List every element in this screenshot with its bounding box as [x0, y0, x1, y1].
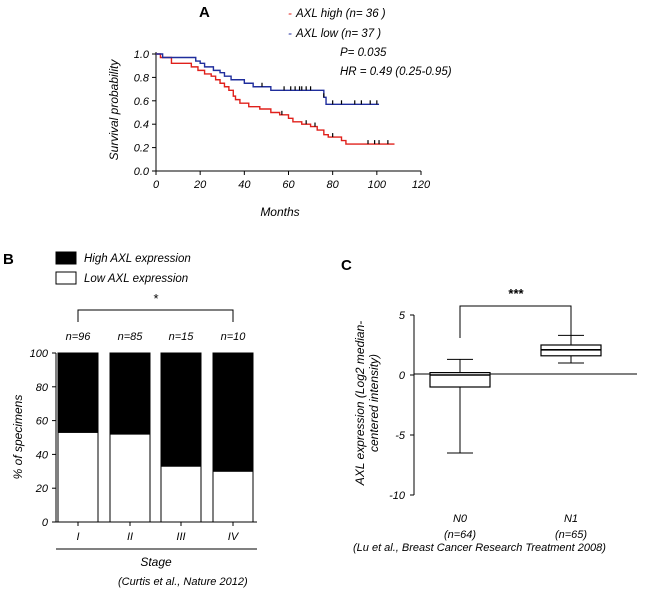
km-curve-low: [156, 53, 380, 106]
km-y-tick-label: 0.4: [134, 119, 149, 131]
legend-label-high-expression: High AXL expression: [84, 253, 191, 265]
box-category-label: N1: [564, 513, 578, 525]
panel-b-label: B: [3, 251, 14, 268]
citation-lu: (Lu et al., Breast Cancer Research Treat…: [353, 542, 606, 554]
km-y-tick-label: 0.8: [134, 72, 150, 84]
legend-label-low: AXL low (n= 37 ): [295, 28, 381, 40]
panel-a-label: A: [199, 4, 210, 21]
hazard-ratio: HR = 0.49 (0.25-0.95): [340, 66, 452, 78]
panel-c-label: C: [341, 257, 352, 274]
km-curves: [156, 53, 395, 145]
km-y-tick-label: 0.0: [134, 166, 150, 178]
bar-low-II: [109, 433, 151, 523]
km-x-tick-label: 0: [153, 179, 160, 191]
citation-curtis: (Curtis et al., Nature 2012): [118, 576, 248, 588]
km-y-tick-label: 0.2: [134, 143, 149, 155]
box-category-note: (n=64): [444, 529, 476, 541]
bar-n-label: n=10: [221, 331, 247, 343]
box-y-tick-label: 0: [399, 370, 406, 382]
panel-c: C *** -10 -5 0 5 N0 (n=64) N1 (n=65) AXL expre…: [341, 257, 637, 554]
box-N0: [429, 372, 491, 388]
bar-high-IV: [212, 352, 254, 472]
panel-b: B High AXL expression Low AXL expression…: [3, 251, 257, 588]
km-x-tick-label: 80: [327, 179, 340, 191]
legend-marker-high: -: [288, 8, 292, 20]
bar-n-label: n=85: [118, 331, 144, 343]
panel-a: A - AXL high (n= 36 ) - AXL low (n= 37 )…: [107, 4, 452, 219]
km-x-tick-label: 120: [412, 179, 431, 191]
bar-high-II: [109, 352, 151, 435]
km-x-ticks: 0 20 40 60 80 100 120: [153, 171, 431, 191]
bar-category-label: I: [76, 531, 79, 543]
bar-low-III: [160, 465, 202, 523]
box-y-tick-label: -10: [389, 490, 406, 502]
km-y-tick-label: 0.6: [134, 96, 150, 108]
bar-y-tick-label: 60: [36, 416, 49, 428]
boxes: N0 (n=64) N1 (n=65): [429, 334, 602, 541]
km-x-tick-label: 100: [368, 179, 387, 191]
bar-x-axis-label: Stage: [140, 555, 172, 569]
km-y-ticks: 0.0 0.2 0.4 0.6 0.8 1.0: [134, 49, 156, 178]
node-significance-bracket: [459, 305, 572, 338]
box-y-tick-label: -5: [395, 430, 406, 442]
bar-y-tick-label: 20: [35, 483, 49, 495]
stage-significance-star: *: [153, 291, 158, 306]
p-value: P= 0.035: [340, 47, 387, 59]
bar-y-tick-label: 0: [42, 517, 49, 529]
bar-n-label: n=15: [169, 331, 195, 343]
km-x-axis-label: Months: [260, 205, 299, 219]
bar-y-axis-label: % of specimens: [11, 395, 25, 480]
bar-y-tick-label: 80: [36, 382, 49, 394]
bar-low-I: [57, 431, 99, 523]
box-category-label: N0: [453, 513, 468, 525]
km-x-tick-label: 60: [282, 179, 295, 191]
km-x-tick-label: 40: [238, 179, 251, 191]
bar-y-tick-label: 100: [30, 348, 49, 360]
legend-marker-low: -: [288, 28, 292, 40]
box-category-note: (n=65): [555, 529, 587, 541]
bar-category-label: IV: [228, 531, 240, 543]
stage-significance-bracket: [77, 309, 234, 322]
box-y-axis-label-line2: centered intensity): [367, 354, 381, 452]
bar-high-III: [160, 352, 202, 467]
box-y-axis-label-line1: AXL expression (Log2 median-: [353, 321, 367, 487]
km-y-tick-label: 1.0: [134, 49, 150, 61]
bar-y-tick-label: 40: [36, 449, 49, 461]
bars: In=96 II n=85 III n=15 IV n=10: [57, 331, 254, 543]
bar-low-IV: [212, 470, 254, 523]
km-x-tick-label: 20: [193, 179, 207, 191]
box-y-ticks: -10 -5 0 5: [389, 310, 414, 502]
bar-category-label: III: [176, 531, 185, 543]
node-significance-stars: ***: [508, 286, 524, 301]
bar-n-label: n=96: [66, 331, 92, 343]
km-curve-high: [156, 53, 395, 145]
legend-label-high: AXL high (n= 36 ): [295, 8, 386, 20]
km-y-axis-label: Survival probability: [107, 59, 121, 161]
legend-swatch-low: [55, 271, 77, 285]
legend-swatch-high: [55, 251, 77, 265]
bar-category-label: II: [127, 531, 133, 543]
box-y-tick-label: 5: [399, 310, 406, 322]
legend-label-low-expression: Low AXL expression: [84, 273, 188, 285]
bar-y-ticks: 0 20 40 60 80 100: [30, 348, 56, 529]
bar-high-I: [57, 352, 99, 433]
